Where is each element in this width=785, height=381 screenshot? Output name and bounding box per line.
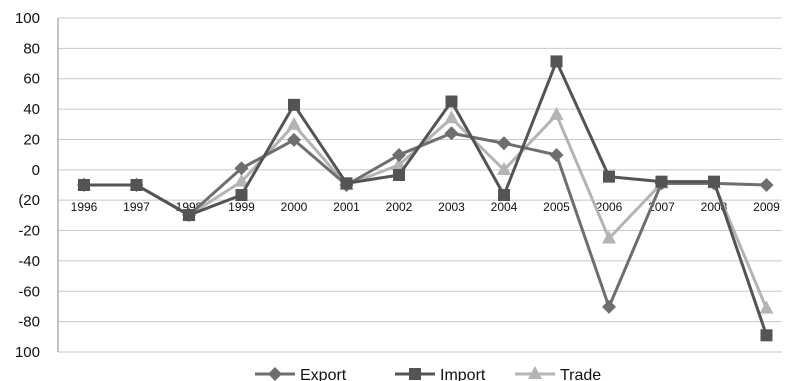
trade-line [84,113,768,310]
import-line [84,59,768,336]
legend-item-import: Import [395,367,486,381]
x-tick-label: 2002 [386,200,413,214]
y-tick-label: 40 [23,101,40,118]
gridlines [58,17,782,353]
y-tick-label: 0 [32,162,40,179]
x-tick-label: 2004 [491,200,518,214]
series-import [78,55,773,342]
import-point [603,170,615,183]
y-tick-label: -60 [18,283,40,300]
x-tick-label: 1996 [71,200,98,214]
y-axis-tick-labels: 100 80 60 40 20 0 (20 -20 -40 -60 -80 100 [15,10,40,361]
import-point [78,179,90,191]
export-line [84,131,767,309]
y-tick-label: (20 [18,192,40,209]
trade-point [287,116,301,130]
legend-item-trade: Trade [515,366,601,381]
x-tick-label: 2000 [281,200,308,214]
x-tick-label: 2006 [596,200,623,214]
y-tick-label: -20 [18,223,40,240]
legend-swatch-marker [528,366,542,379]
export-point [602,299,616,314]
import-point [340,177,353,190]
y-tick-label: 20 [23,131,40,148]
y-tick-label: 100 [15,10,40,27]
trade-point [444,110,459,124]
y-tick-label: 80 [23,40,40,57]
y-tick-label: 100 [15,344,40,361]
x-tick-label: 2001 [333,200,360,214]
x-tick-label: 2005 [543,200,570,214]
legend-swatch-marker [268,367,282,381]
y-tick-label: -40 [18,253,40,270]
trade-point [497,161,511,175]
import-point [445,95,458,108]
x-tick-label: 1997 [123,200,150,214]
export-point [759,178,774,192]
y-tick-label: 60 [23,71,40,88]
trade-point [602,230,616,244]
import-point [760,329,773,342]
trade-point [234,173,249,187]
series-export [77,126,774,314]
import-point [130,179,143,191]
import-point [235,189,248,202]
legend-item-export: Export [255,367,347,381]
import-point [393,168,405,181]
legend-label: Trade [560,367,601,381]
x-tick-label: 2009 [753,200,780,214]
trade-point [392,156,406,170]
legend: Export Import Trade [255,366,601,381]
import-point [498,189,510,202]
x-tick-label: 2007 [648,200,675,214]
export-point [234,161,249,176]
export-point [549,147,564,162]
import-point [183,209,195,222]
y-tick-label: -80 [18,314,40,331]
export-point [392,147,406,162]
import-point [708,175,720,188]
legend-label: Export [300,367,347,381]
x-tick-label: 2003 [438,200,465,214]
export-point [497,136,511,151]
legend-swatch-marker [409,368,421,380]
trade-point [759,300,774,314]
import-point [550,55,563,68]
x-tick-label: 1999 [228,200,255,214]
import-point [288,98,300,111]
trade-point [549,106,564,120]
export-point [444,126,459,141]
import-point [655,175,668,188]
export-point [287,132,301,147]
series-lines [77,55,774,342]
legend-label: Import [440,367,486,381]
